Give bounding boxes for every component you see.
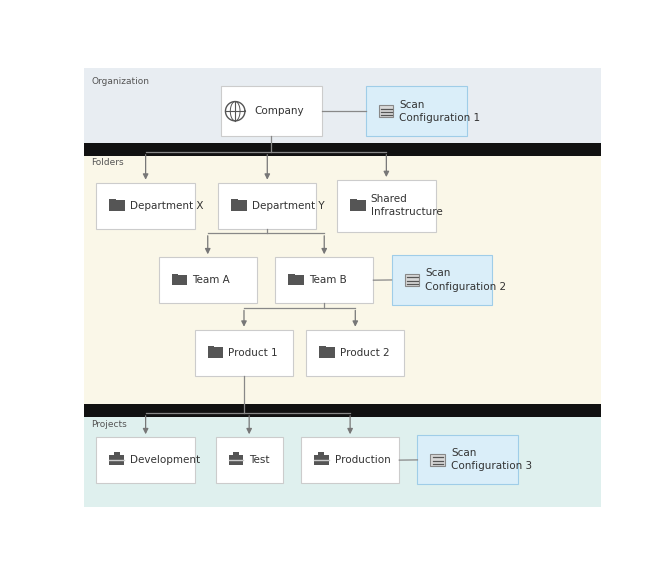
- FancyBboxPatch shape: [96, 182, 195, 229]
- Bar: [231, 199, 238, 203]
- FancyBboxPatch shape: [218, 182, 317, 229]
- Bar: [208, 346, 214, 350]
- Bar: [314, 455, 329, 465]
- Text: Scan
Configuration 2: Scan Configuration 2: [426, 268, 506, 291]
- Text: Company: Company: [255, 106, 304, 116]
- Bar: [172, 274, 178, 278]
- Bar: [110, 455, 124, 465]
- FancyBboxPatch shape: [301, 437, 399, 483]
- Text: Product 1: Product 1: [228, 348, 278, 357]
- Bar: [288, 275, 303, 286]
- Text: Test: Test: [249, 455, 270, 465]
- Bar: [114, 451, 120, 455]
- Text: Department X: Department X: [130, 201, 204, 210]
- Bar: [172, 275, 187, 286]
- Bar: [84, 411, 601, 507]
- Bar: [379, 105, 393, 117]
- Bar: [350, 199, 357, 203]
- FancyBboxPatch shape: [275, 257, 373, 303]
- Bar: [319, 347, 335, 358]
- Text: Team A: Team A: [192, 275, 230, 285]
- Bar: [110, 200, 125, 211]
- FancyBboxPatch shape: [216, 437, 283, 483]
- Text: Projects: Projects: [92, 420, 127, 429]
- Bar: [319, 451, 324, 455]
- Text: Scan
Configuration 3: Scan Configuration 3: [451, 448, 532, 471]
- Bar: [84, 143, 601, 156]
- Bar: [110, 199, 116, 203]
- Bar: [231, 200, 246, 211]
- Text: Department Y: Department Y: [252, 201, 325, 210]
- Bar: [319, 346, 325, 350]
- FancyBboxPatch shape: [195, 329, 293, 376]
- FancyBboxPatch shape: [391, 255, 492, 304]
- Bar: [84, 68, 601, 149]
- Text: Organization: Organization: [92, 77, 149, 86]
- Bar: [228, 455, 243, 465]
- Text: Development: Development: [130, 455, 200, 465]
- Bar: [288, 274, 295, 278]
- Text: Product 2: Product 2: [340, 348, 389, 357]
- Text: Scan
Configuration 1: Scan Configuration 1: [399, 100, 480, 123]
- Bar: [208, 347, 223, 358]
- FancyBboxPatch shape: [365, 86, 466, 136]
- FancyBboxPatch shape: [220, 86, 322, 136]
- Text: Team B: Team B: [309, 275, 347, 285]
- FancyBboxPatch shape: [96, 437, 195, 483]
- Bar: [405, 274, 419, 286]
- FancyBboxPatch shape: [158, 257, 257, 303]
- FancyBboxPatch shape: [306, 329, 405, 376]
- Bar: [350, 201, 365, 211]
- FancyBboxPatch shape: [337, 180, 436, 231]
- Text: Folders: Folders: [92, 158, 124, 168]
- Text: Production: Production: [335, 455, 390, 465]
- Text: Shared
Infrastructure: Shared Infrastructure: [371, 194, 443, 217]
- Bar: [233, 451, 238, 455]
- FancyBboxPatch shape: [418, 435, 518, 484]
- Bar: [84, 149, 601, 411]
- Bar: [84, 404, 601, 417]
- Bar: [430, 454, 445, 466]
